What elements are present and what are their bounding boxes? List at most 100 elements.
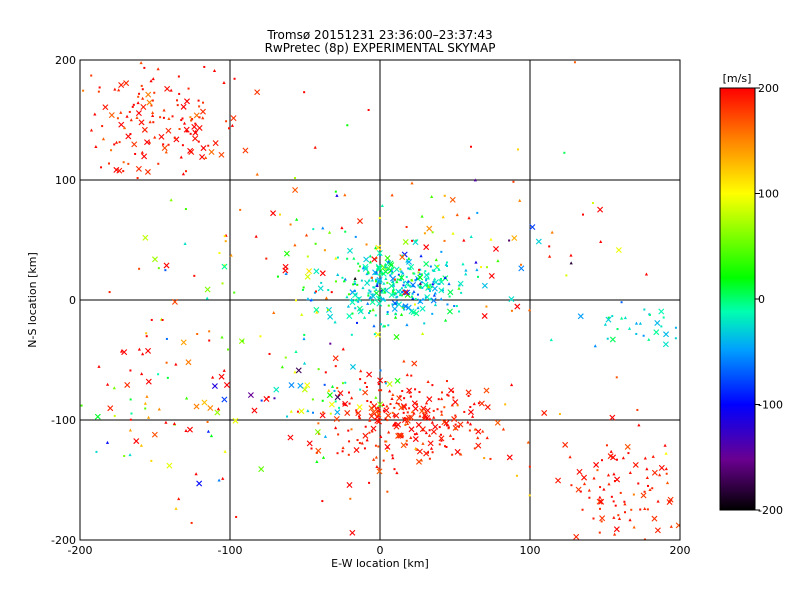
data-point — [418, 272, 422, 276]
data-point — [402, 238, 409, 245]
data-point — [395, 432, 402, 439]
data-point — [159, 116, 162, 119]
data-point — [368, 481, 371, 484]
data-point — [247, 392, 254, 399]
data-point — [483, 387, 490, 394]
data-point — [164, 269, 167, 272]
data-point — [417, 271, 420, 274]
data-point — [314, 242, 317, 245]
data-point — [438, 282, 441, 285]
data-point — [648, 313, 651, 316]
data-point — [476, 211, 479, 214]
data-point — [385, 311, 390, 315]
data-point — [284, 356, 287, 359]
data-point — [144, 407, 147, 410]
data-point — [345, 295, 349, 299]
data-point — [455, 305, 458, 308]
data-point — [334, 426, 338, 430]
data-point — [569, 253, 573, 257]
data-point — [472, 402, 476, 406]
data-point — [467, 216, 471, 220]
data-point — [181, 144, 184, 147]
data-point — [455, 213, 459, 217]
data-point — [452, 399, 459, 406]
data-point — [386, 445, 390, 449]
data-point — [430, 286, 433, 289]
data-point — [414, 388, 417, 391]
data-point — [441, 215, 445, 219]
data-point — [653, 329, 660, 336]
data-point — [386, 311, 389, 314]
data-point — [598, 507, 601, 510]
data-point — [176, 104, 179, 107]
data-point — [664, 467, 668, 471]
data-point — [369, 293, 376, 300]
data-point — [558, 413, 561, 416]
data-point — [600, 459, 603, 462]
data-point — [113, 166, 120, 173]
data-point — [634, 321, 639, 325]
data-point — [464, 272, 468, 276]
data-point — [600, 520, 603, 523]
data-point — [406, 387, 413, 394]
data-point — [368, 254, 372, 258]
data-point — [441, 391, 444, 394]
data-point — [179, 155, 183, 159]
data-point — [151, 77, 155, 81]
data-point — [400, 271, 403, 274]
data-point — [122, 170, 125, 173]
data-point — [372, 324, 376, 328]
data-point — [333, 416, 340, 422]
data-point — [674, 337, 677, 340]
data-point — [396, 278, 399, 281]
data-point — [189, 132, 192, 135]
data-point — [367, 108, 370, 111]
data-point — [430, 297, 437, 304]
data-point — [645, 467, 649, 471]
data-point — [441, 419, 448, 426]
data-point — [477, 275, 480, 278]
data-point — [357, 269, 360, 272]
data-point — [119, 110, 123, 114]
data-point — [135, 165, 142, 172]
data-point — [140, 84, 143, 87]
data-point — [439, 297, 443, 301]
data-point — [401, 271, 405, 275]
y-tick-label: -200 — [51, 534, 76, 547]
data-point — [221, 263, 228, 270]
data-point — [430, 428, 437, 435]
data-point — [387, 324, 390, 327]
data-point — [131, 105, 134, 108]
data-point — [131, 141, 138, 148]
data-point — [172, 421, 177, 425]
data-point — [617, 514, 620, 517]
data-point — [341, 450, 344, 453]
data-point — [366, 301, 370, 305]
data-point — [150, 459, 153, 462]
data-point — [362, 265, 369, 272]
data-point — [303, 333, 306, 336]
data-point — [607, 453, 614, 460]
data-point — [192, 135, 199, 142]
data-point — [400, 287, 403, 290]
data-point — [423, 244, 430, 251]
x-tick-label: -100 — [218, 544, 243, 557]
data-point — [375, 284, 379, 288]
data-point — [395, 421, 402, 428]
data-point — [346, 257, 349, 260]
data-point — [577, 313, 584, 320]
data-point — [481, 282, 488, 289]
data-point — [381, 272, 384, 275]
data-point — [394, 313, 397, 316]
data-point — [317, 368, 320, 371]
data-point — [405, 439, 408, 442]
data-point — [89, 128, 94, 132]
data-point — [484, 404, 491, 411]
data-point — [201, 399, 208, 406]
data-point — [161, 145, 168, 151]
data-point — [648, 487, 652, 491]
data-point — [662, 341, 669, 348]
data-point — [424, 270, 427, 273]
data-point — [370, 276, 373, 279]
